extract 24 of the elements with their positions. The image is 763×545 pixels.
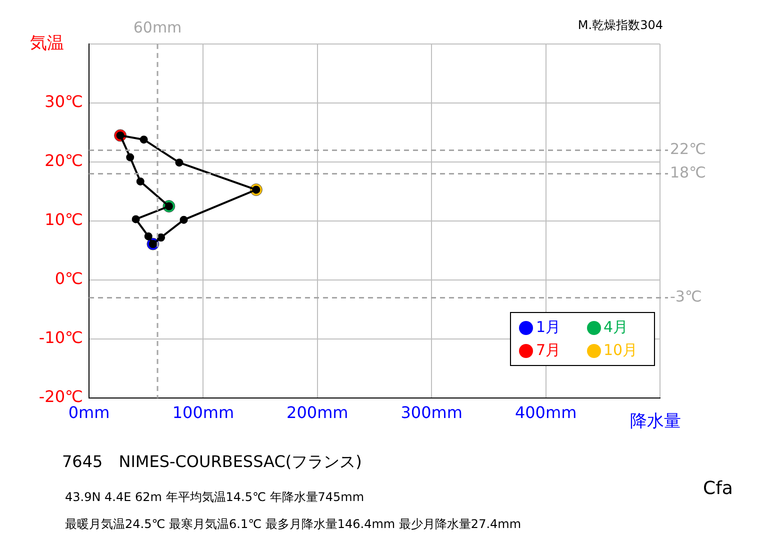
text: 43.9N 4.4E 62m 年平均気温14.5℃ 年降水量745mm xyxy=(65,489,364,506)
y-tick-label: -10℃ xyxy=(38,328,83,348)
x-axis-title: 降水量 xyxy=(630,411,681,432)
x-tick-label: 200mm xyxy=(286,402,348,422)
y-tick-label: 0℃ xyxy=(54,269,83,288)
y-axis-title: 気温 xyxy=(30,33,64,54)
y-tick-label: 20℃ xyxy=(44,151,83,170)
ref-line-label: -3℃ xyxy=(670,288,702,306)
ref-line-label: 60mm xyxy=(133,18,182,36)
ref-line-label: 18℃ xyxy=(670,164,706,182)
legend-label: 7月 xyxy=(536,341,561,360)
x-tick-label: 400mm xyxy=(514,402,577,422)
text: M.乾燥指数304 xyxy=(578,17,663,34)
ref-line-label: 22℃ xyxy=(670,140,706,158)
x-tick-label: 300mm xyxy=(400,402,462,422)
y-tick-label: 10℃ xyxy=(44,210,83,230)
text: 7645 NIMES-COURBESSAC(フランス) xyxy=(62,452,362,473)
text: 最暖月気温24.5℃ 最寒月気温6.1℃ 最多月降水量146.4mm 最少月降水量27.4mm xyxy=(65,516,522,533)
text: Cfa xyxy=(703,478,733,499)
y-tick-label: 30℃ xyxy=(44,92,83,112)
legend-label: 4月 xyxy=(604,318,628,337)
x-tick-label: 100mm xyxy=(172,402,234,422)
legend-label: 1月 xyxy=(536,318,561,337)
legend-label: 10月 xyxy=(604,341,638,360)
